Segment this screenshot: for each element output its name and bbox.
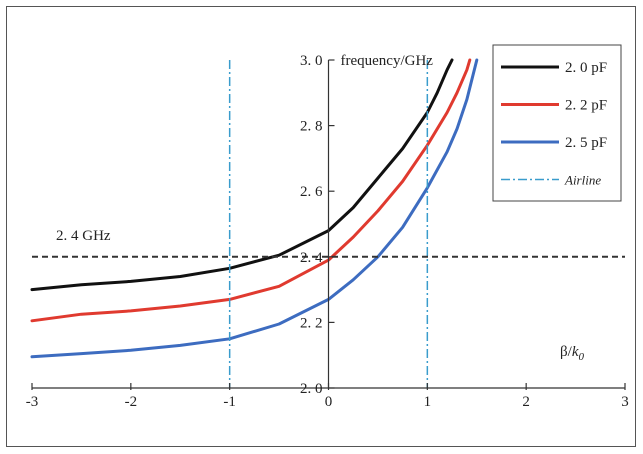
legend-label: Airline: [564, 173, 601, 188]
x-tick-label: -1: [223, 394, 236, 410]
reference-line-label: 2. 4 GHz: [56, 228, 111, 244]
legend-label: 2. 0 pF: [565, 60, 607, 76]
x-tick-label: -2: [125, 394, 138, 410]
chart-frame: [6, 6, 636, 447]
y-tick-label: 2. 6: [300, 184, 323, 200]
x-tick-label: 0: [325, 394, 333, 410]
series-line-3: [30, 58, 479, 359]
y-tick-label: 2. 8: [300, 119, 323, 135]
series-lines: [30, 58, 479, 359]
x-tick-label: 1: [424, 394, 432, 410]
x-axis-label-main: β/: [560, 344, 573, 360]
x-axis-label-k: k: [572, 344, 579, 360]
y-tick-label: 2. 2: [300, 315, 323, 331]
legend-label: 2. 5 pF: [565, 135, 607, 151]
x-tick-label: 2: [522, 394, 530, 410]
legend: 2. 0 pF 2. 2 pF 2. 5 pF Airline: [492, 44, 622, 202]
plot-area: 2. 4 GHz -3 -2 -1 0 1 2 3 2. 0 2. 2 2. 4 2. 6 2. 8…: [26, 53, 629, 410]
y-tick-label: 3. 0: [300, 53, 323, 69]
x-tick-label: 3: [621, 394, 629, 410]
series-line-2: [30, 58, 472, 323]
x-ticks: -3 -2 -1 0 1 2 3: [26, 383, 629, 410]
legend-label: 2. 2 pF: [565, 98, 607, 114]
x-axis-label-subscript: 0: [578, 351, 584, 363]
y-tick-label: 2. 0: [300, 381, 323, 397]
x-axis-label: β/k0: [560, 344, 584, 363]
series-line-1: [30, 58, 454, 292]
x-tick-label: -3: [26, 394, 39, 410]
y-tick-label: 2. 4: [300, 250, 323, 266]
y-ticks: 2. 0 2. 2 2. 4 2. 6 2. 8 3. 0: [300, 53, 335, 397]
legend-items: 2. 0 pF 2. 2 pF 2. 5 pF Airline: [501, 60, 607, 188]
legend-box: [492, 44, 622, 202]
y-axis-label: frequency/GHz: [341, 53, 434, 69]
airline-lines: [228, 60, 429, 388]
